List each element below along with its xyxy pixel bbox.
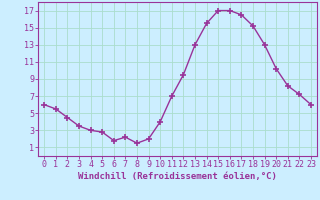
X-axis label: Windchill (Refroidissement éolien,°C): Windchill (Refroidissement éolien,°C) bbox=[78, 172, 277, 181]
